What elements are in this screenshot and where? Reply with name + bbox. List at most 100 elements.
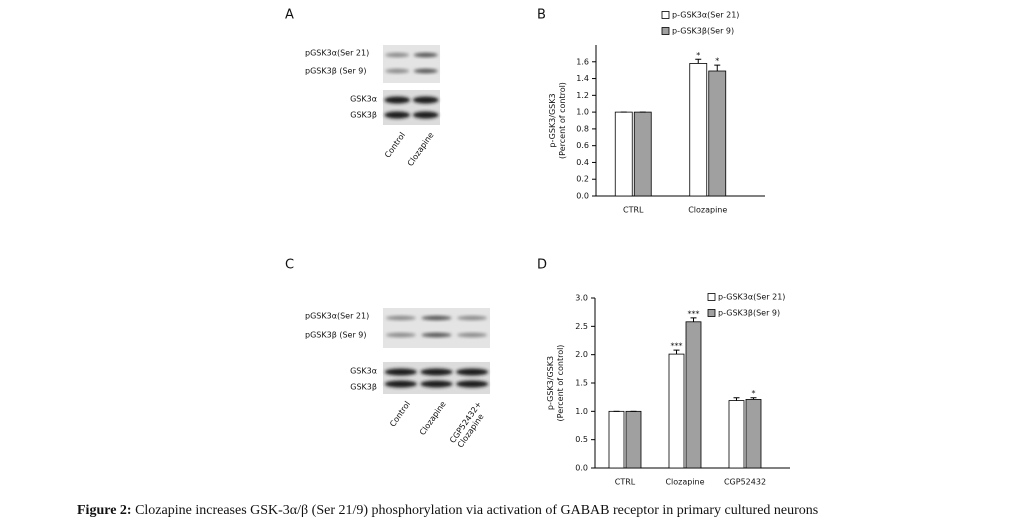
band-label: pGSK3β (Ser 9) (305, 331, 367, 340)
band-label: GSK3α (350, 367, 377, 376)
bar (685, 321, 702, 469)
y-tick-label: 3.0 (575, 294, 588, 303)
y-tick-label: 1.0 (576, 108, 589, 117)
band-label: pGSK3α(Ser 21) (305, 312, 369, 321)
y-tick-label: 0.0 (575, 464, 588, 473)
band (413, 68, 438, 74)
band (412, 96, 439, 104)
band-label: pGSK3β (Ser 9) (305, 67, 367, 76)
bar (614, 111, 633, 197)
band-label: GSK3α (350, 95, 377, 104)
panel-label: B (537, 8, 546, 23)
band-label: GSK3β (350, 383, 377, 392)
error-bar (733, 397, 740, 401)
caption-text: Clozapine increases GSK-3α/β (Ser 21/9) … (132, 503, 819, 518)
panel-label: D (537, 258, 547, 273)
y-tick-label: 0.4 (576, 158, 589, 167)
band (456, 368, 489, 376)
y-axis-label-line: (Percent of control) (558, 82, 567, 159)
band (384, 96, 411, 104)
x-tick-label: CTRL (623, 206, 644, 215)
y-tick-label: 0.2 (576, 175, 589, 184)
blot-total (383, 362, 490, 394)
x-tick-label: Clozapine (665, 478, 704, 487)
bar (728, 400, 745, 469)
lane-label: Clozapine (418, 399, 448, 436)
y-tick-label: 1.0 (575, 407, 588, 416)
blot-phospho (383, 45, 440, 83)
band-label: GSK3β (350, 111, 377, 120)
band (457, 315, 488, 321)
y-tick-label: 0.6 (576, 141, 589, 150)
y-tick-label: 1.6 (576, 57, 589, 66)
band (421, 332, 452, 338)
x-tick-label: Clozapine (688, 206, 727, 215)
bar (745, 399, 762, 469)
lane-label: Clozapine (405, 130, 435, 167)
y-axis-label: p-GSK3/GSK3(Percent of control) (548, 82, 567, 159)
band (385, 68, 410, 74)
caption-label: Figure 2: (77, 503, 132, 518)
legend-swatch (661, 11, 670, 19)
bar (608, 410, 625, 469)
x-tick-label: CGP52432 (724, 478, 766, 487)
band (420, 380, 453, 388)
legend-swatch (707, 293, 716, 301)
lane-label-line: Clozapine (405, 130, 435, 167)
lane-label-line: Control (383, 130, 407, 159)
error-bar (690, 317, 697, 322)
band (384, 368, 417, 376)
x-tick-label: CTRL (615, 478, 636, 487)
y-axis-label-line: p-GSK3/GSK3 (548, 93, 557, 147)
significance: * (752, 389, 756, 398)
band (421, 315, 452, 321)
blot-phospho (383, 308, 490, 348)
band (413, 52, 438, 58)
legend-swatch (661, 27, 670, 35)
error-bar (714, 64, 721, 72)
caption: Figure 2: Clozapine increases GSK-3α/β (… (77, 503, 818, 518)
y-axis-label-line: p-GSK3/GSK3 (546, 356, 555, 410)
significance: * (715, 57, 719, 66)
bar (633, 111, 652, 197)
error-bar (673, 349, 680, 355)
bar (689, 63, 708, 197)
band (412, 111, 439, 119)
y-tick-label: 2.0 (575, 350, 588, 359)
band (385, 315, 416, 321)
band (457, 332, 488, 338)
legend-label: p-GSK3β(Ser 9) (672, 27, 734, 36)
y-axis-label: p-GSK3/GSK3(Percent of control) (546, 345, 565, 422)
band-label: pGSK3α(Ser 21) (305, 49, 369, 58)
y-tick-label: 0.5 (575, 435, 588, 444)
legend-label: p-GSK3α(Ser 21) (718, 293, 785, 302)
bar (708, 70, 727, 197)
panel-label: C (285, 258, 294, 273)
panel-label: A (285, 8, 294, 23)
legend-label: p-GSK3α(Ser 21) (672, 11, 739, 20)
lane-label-line: Control (388, 399, 412, 428)
band (385, 52, 410, 58)
legend-swatch (707, 309, 716, 317)
y-tick-label: 1.2 (576, 91, 589, 100)
lane-label-line: Clozapine (418, 399, 448, 436)
significance: *** (688, 309, 700, 318)
significance: * (696, 51, 700, 60)
band (384, 380, 417, 388)
lane-label: Control (388, 399, 412, 428)
error-bar (695, 58, 702, 64)
band (456, 380, 489, 388)
lane-label: Control (383, 130, 407, 159)
bar (668, 353, 685, 469)
band (384, 111, 411, 119)
band (420, 368, 453, 376)
y-axis-label-line: (Percent of control) (556, 345, 565, 422)
significance: *** (671, 342, 683, 351)
y-tick-label: 2.5 (575, 322, 588, 331)
blot-total (383, 90, 440, 125)
y-tick-label: 0.8 (576, 124, 589, 133)
band (385, 332, 416, 338)
lane-label: CGP52432+Clozapine (448, 399, 491, 449)
